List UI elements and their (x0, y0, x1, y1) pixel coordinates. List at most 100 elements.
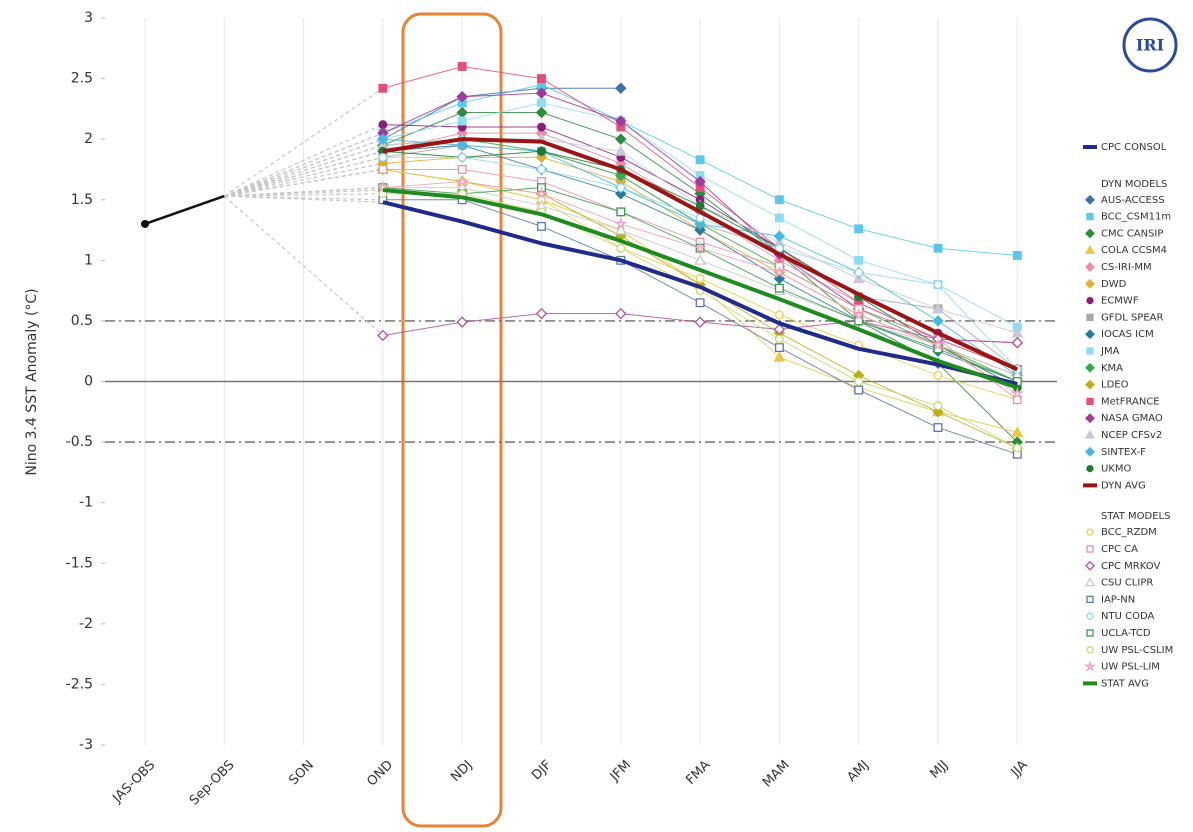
marker (615, 115, 627, 127)
marker (774, 195, 784, 205)
marker (1010, 386, 1025, 400)
marker (1086, 347, 1094, 355)
x-tick-label: NDJ (448, 758, 475, 785)
marker (1085, 379, 1095, 390)
legend-label: JMA (1100, 346, 1120, 357)
marker (1086, 397, 1094, 406)
marker (1084, 577, 1096, 587)
marker (854, 377, 864, 386)
marker (854, 255, 864, 265)
marker (695, 274, 705, 283)
highlight-box (401, 12, 503, 828)
marker (1086, 612, 1094, 620)
marker (854, 224, 864, 234)
connector (224, 195, 383, 201)
marker (694, 224, 706, 236)
y-tick-label: -2.5 (66, 676, 93, 692)
y-tick-label: -1.5 (66, 555, 93, 571)
legend-label: MetFRANCE (1101, 396, 1160, 407)
marker (376, 180, 390, 194)
legend-label: BCC_CSM11m (1101, 212, 1171, 223)
legend-label: BCC_RZDM (1101, 527, 1157, 538)
marker (774, 310, 784, 320)
marker (851, 307, 866, 321)
marker (1083, 660, 1097, 672)
marker (932, 315, 944, 327)
marker (695, 298, 705, 308)
logo-ring (1122, 17, 1178, 73)
legend-label: CPC CA (1101, 544, 1138, 555)
y-tick-label: -0.5 (66, 434, 93, 450)
connector (224, 124, 384, 197)
connector (223, 195, 384, 336)
marker (456, 106, 468, 119)
marker (694, 254, 707, 265)
legend-label: COLA CCSM4 (1101, 245, 1167, 256)
x-tick-label: JAS-OBS (110, 758, 159, 807)
x-tick-label: MJJ (927, 758, 951, 782)
marker (931, 338, 945, 351)
marker (534, 186, 549, 200)
connector (224, 187, 383, 197)
marker (378, 152, 388, 162)
marker (933, 423, 943, 432)
marker (854, 385, 864, 395)
marker (1086, 646, 1094, 654)
marker (1086, 545, 1094, 553)
marker (933, 280, 943, 290)
y-tick-label: -3 (79, 737, 93, 753)
legend-label: LDEO (1101, 380, 1129, 391)
marker (616, 243, 626, 253)
x-tick-label: FMA (683, 758, 713, 788)
marker (616, 183, 626, 193)
marker (537, 122, 546, 132)
marker (378, 120, 388, 130)
marker (1085, 362, 1095, 373)
marker (535, 151, 548, 164)
marker (1086, 528, 1094, 536)
y-tick-label: 0 (84, 374, 93, 390)
marker (774, 213, 784, 223)
marker (772, 265, 787, 279)
y-tick-label: 1 (84, 252, 93, 268)
marker (455, 174, 470, 188)
legend-label: CPC CONSOL (1101, 142, 1167, 153)
legend-label: CSU CLIPR (1101, 578, 1153, 589)
legend-label: UKMO (1101, 464, 1132, 475)
marker (773, 230, 786, 242)
legend-label: NCEP CFSv2 (1101, 430, 1162, 441)
observed-line (144, 194, 225, 226)
marker (933, 243, 943, 253)
x-tick-label: OND (364, 758, 396, 790)
marker (1086, 464, 1094, 473)
marker (1085, 560, 1095, 571)
marker (774, 334, 784, 344)
marker (933, 370, 943, 380)
marker (456, 91, 468, 103)
connector (224, 168, 383, 197)
legend-label: CPC MRKOV (1101, 561, 1160, 572)
connector (223, 87, 384, 197)
marker (535, 307, 548, 320)
marker (932, 406, 944, 418)
marker (537, 146, 546, 156)
marker (1085, 446, 1095, 457)
legend-label: KMA (1101, 363, 1123, 374)
marker (537, 74, 546, 84)
y-tick-label: 1.5 (71, 192, 93, 208)
legend-label: CMC CANSIP (1101, 228, 1163, 239)
connector (224, 193, 383, 197)
legend: CPC CONSOL DYN MODELS AUS-ACCESS BCC_CSM11m… (1083, 142, 1173, 689)
x-tick-label: JJA (1008, 758, 1031, 781)
x-tick-label: SON (286, 758, 317, 789)
y-tick-label: 3 (84, 10, 93, 26)
connector (224, 189, 383, 197)
marker (615, 82, 627, 94)
marker (1012, 251, 1022, 260)
legend-label: UCLA-TCD (1101, 628, 1151, 639)
marker (774, 283, 784, 293)
marker (378, 83, 388, 93)
marker (933, 401, 943, 411)
marker (377, 133, 389, 145)
